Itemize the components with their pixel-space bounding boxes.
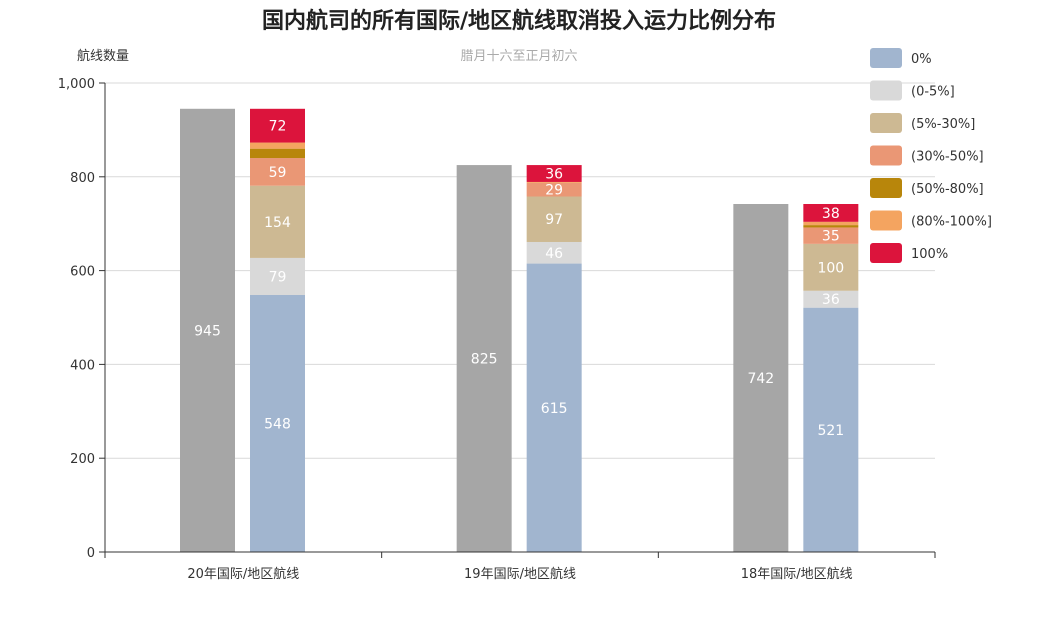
legend-label[interactable]: 100% [911, 247, 948, 262]
bar-segment [250, 294, 305, 552]
bar-segment-label: 97 [545, 212, 563, 228]
bar-segment [250, 257, 305, 295]
bar-segment-label: 615 [541, 401, 568, 417]
legend-swatch[interactable] [870, 178, 902, 198]
bar-segment-label: 29 [545, 183, 563, 199]
y-tick-label: 600 [70, 265, 95, 280]
bar-segment [526, 181, 582, 183]
bar-segment [526, 196, 582, 242]
bar-segment [526, 263, 582, 552]
bar-segment [526, 241, 582, 264]
bar-segment-label: 154 [264, 215, 291, 231]
bar-segment [803, 243, 859, 291]
legend-label[interactable]: (30%-50%] [911, 150, 984, 165]
legend-swatch[interactable] [870, 145, 902, 166]
bar-segment-label: 35 [822, 229, 840, 245]
bar-segment-label: 46 [545, 246, 563, 262]
y-tick-label: 400 [70, 358, 95, 373]
bar-segment [250, 148, 305, 159]
bar-segment-label: 38 [822, 206, 840, 222]
legend-label[interactable]: (80%-100%] [911, 215, 992, 230]
x-category-label: 18年国际/地区航线 [741, 566, 853, 582]
bar-total [456, 165, 512, 552]
bar-segment-label: 100 [817, 260, 844, 276]
bar-segment [250, 142, 305, 149]
bar-total [180, 108, 235, 553]
x-category-label: 20年国际/地区航线 [187, 566, 299, 582]
bar-segment-label: 79 [269, 269, 287, 285]
bar-total-label: 742 [747, 371, 774, 387]
bar-segment [250, 108, 305, 143]
x-category-label: 19年国际/地区航线 [464, 566, 576, 582]
legend-swatch[interactable] [870, 80, 902, 101]
y-tick-label: 0 [87, 546, 95, 561]
bar-segment-label: 72 [269, 119, 287, 135]
legend-swatch[interactable] [870, 210, 902, 231]
bar-segment [803, 227, 859, 244]
legend-label[interactable]: (50%-80%] [911, 182, 984, 197]
bar-segment [526, 165, 582, 182]
bar-segment [250, 158, 305, 186]
legend-swatch[interactable] [870, 243, 902, 263]
bar-segment-label: 548 [264, 416, 291, 432]
legend-swatch[interactable] [870, 48, 902, 68]
bar-segment [803, 225, 859, 228]
y-axis-label: 航线数量 [77, 48, 129, 64]
chart-title: 国内航司的所有国际/地区航线取消投入运力比例分布 [262, 8, 776, 34]
chart-subtitle: 腊月十六至正月初六 [460, 49, 577, 64]
y-tick-label: 200 [70, 452, 95, 467]
legend-label[interactable]: (5%-30%] [911, 117, 975, 132]
bar-segment-label: 36 [545, 167, 563, 183]
bar-segment [803, 307, 859, 552]
bar-total [733, 204, 789, 552]
bar-segment [526, 182, 582, 197]
legend-label[interactable]: 0% [911, 52, 932, 67]
bar-segment [803, 290, 859, 308]
bar-segment [803, 204, 859, 222]
bar-segment-label: 59 [269, 165, 287, 181]
bar-segment-label: 36 [822, 292, 840, 308]
bar-total-label: 945 [194, 323, 221, 339]
y-tick-label: 1,000 [58, 77, 95, 92]
legend-label[interactable]: (0-5%] [911, 85, 955, 100]
bar-segment [250, 185, 305, 258]
bar-segment [803, 221, 859, 226]
y-tick-label: 800 [70, 171, 95, 186]
legend-swatch[interactable] [870, 113, 902, 133]
bar-total-label: 825 [471, 352, 498, 368]
bar-segment-label: 521 [817, 423, 844, 439]
